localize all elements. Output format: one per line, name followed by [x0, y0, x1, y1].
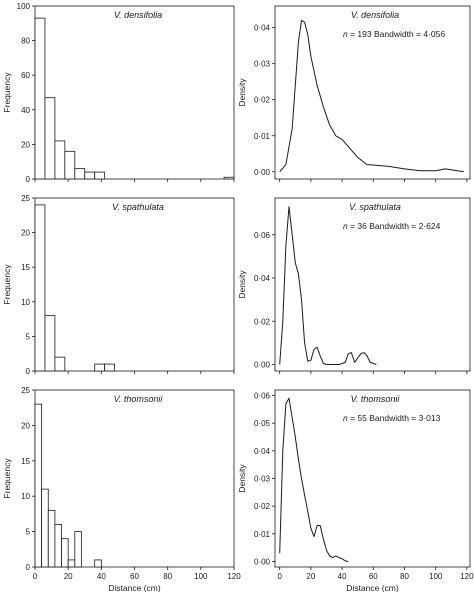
y-tick-label: 0·00: [254, 557, 271, 566]
y-tick-label: 0·02: [254, 96, 271, 105]
panel-title: V. spathulata: [112, 202, 164, 212]
histogram-bar: [54, 524, 62, 568]
histogram-bar: [54, 356, 66, 372]
y-tick-label: 0·00: [254, 168, 271, 177]
y-tick-label: 0·01: [254, 530, 271, 539]
histogram-bar: [34, 17, 46, 180]
panel-3: 0 5 10 15 20 25 Frequency V. spathulata: [2, 194, 235, 376]
y-tick-label: 0: [26, 367, 31, 376]
plot-frame: [34, 197, 235, 372]
y-axis-label: Density: [237, 270, 247, 299]
histogram-bar: [44, 97, 56, 180]
panel-title: V. spathulata: [349, 202, 401, 212]
x-tick-label: 0: [33, 572, 38, 581]
y-tick-label: 40: [21, 106, 30, 115]
histogram-bar: [61, 538, 69, 568]
histogram-bar: [34, 204, 46, 372]
histogram-bar: [64, 150, 76, 180]
panel-title: V. densifolia: [351, 10, 399, 20]
x-axis-label: Distance (cm): [346, 583, 399, 592]
density-curve: [279, 19, 464, 173]
y-tick-label: 0·06: [254, 231, 271, 240]
y-axis-label: Frequency: [2, 458, 12, 499]
y-axis-label: Frequency: [2, 72, 12, 113]
density-curve: [279, 397, 349, 562]
density-curve: [279, 206, 377, 365]
histogram-bar: [41, 488, 49, 568]
x-tick-label: 100: [429, 572, 443, 581]
sample-annotation: n = 36 Bandwidth = 2·624: [343, 221, 441, 231]
y-axis-label: Frequency: [2, 264, 12, 305]
panel-4: 0·00 0·02 0·04 0·06 Density V. spathulata n = …: [237, 197, 471, 374]
x-tick-label: 0: [277, 572, 282, 581]
y-tick-label: 20: [21, 229, 30, 238]
x-tick-label: 40: [338, 572, 347, 581]
y-tick-label: 0·05: [254, 419, 271, 428]
histogram-bar: [74, 531, 82, 568]
y-tick-label: 10: [21, 492, 30, 501]
x-tick-label: 120: [460, 572, 474, 581]
y-tick-label: 0·02: [254, 317, 271, 326]
x-tick-label: 60: [369, 572, 378, 581]
panel-1: 0 20 40 60 80 100 Frequency V. densifolia: [2, 2, 235, 184]
histogram-bar: [104, 363, 116, 372]
histogram-bar: [47, 509, 56, 568]
y-tick-label: 0·04: [254, 274, 271, 283]
y-tick-label: 20: [21, 421, 30, 430]
y-tick-label: 5: [26, 332, 31, 341]
y-tick-label: 60: [21, 71, 30, 80]
histogram-bar: [34, 403, 43, 568]
y-tick-label: 0: [26, 563, 31, 572]
y-tick-label: 0·00: [254, 361, 271, 370]
x-tick-label: 20: [64, 572, 73, 581]
histogram-bar: [54, 140, 66, 180]
y-tick-label: 0·03: [254, 475, 271, 484]
panel-6: 0 20 40 60 80 100 120 0·00 0·01 0·02 0·03 0·04 0·05 0…: [237, 389, 474, 592]
x-tick-label: 60: [130, 572, 139, 581]
histogram-bar: [94, 559, 102, 568]
plot-frame: [274, 5, 471, 180]
histogram-bar: [223, 176, 235, 180]
x-tick-label: 100: [194, 572, 208, 581]
y-tick-label: 25: [21, 386, 30, 395]
y-tick-label: 0·06: [254, 392, 271, 401]
y-tick-label: 100: [17, 2, 31, 11]
y-axis-label: Density: [237, 464, 247, 493]
y-tick-label: 0: [26, 175, 31, 184]
x-tick-label: 40: [97, 572, 106, 581]
histogram-bar: [94, 171, 106, 180]
y-tick-label: 0·04: [254, 447, 271, 456]
y-axis-label: Density: [237, 78, 247, 107]
y-tick-label: 15: [21, 263, 30, 272]
y-tick-label: 0·01: [254, 132, 271, 141]
x-tick-label: 80: [163, 572, 172, 581]
sample-annotation: n = 193 Bandwidth = 4·056: [343, 29, 445, 39]
y-tick-label: 20: [21, 140, 30, 149]
x-axis-label: Distance (cm): [108, 583, 161, 592]
histogram-bar: [94, 363, 106, 372]
y-tick-label: 10: [21, 298, 30, 307]
y-tick-label: 0·02: [254, 502, 271, 511]
x-tick-label: 120: [227, 572, 241, 581]
panel-5: 0 20 40 60 80 100 120 0 5 10 15 20 25 Frequency Distan…: [2, 386, 241, 592]
panel-title: V. thomsonii: [114, 394, 164, 404]
y-tick-label: 0·03: [254, 60, 271, 69]
panel-2: 0·00 0·01 0·02 0·03 0·04 Density V. densifolia…: [237, 5, 471, 182]
plot-frame: [274, 197, 471, 372]
y-tick-label: 15: [21, 457, 30, 466]
x-tick-label: 20: [306, 572, 315, 581]
sample-annotation: n = 55 Bandwidth = 3·013: [343, 413, 441, 423]
y-tick-label: 0·04: [254, 24, 271, 33]
histogram-bar: [67, 559, 76, 568]
histogram-bar: [84, 171, 96, 180]
histogram-bar: [44, 315, 56, 372]
x-tick-label: 80: [400, 572, 409, 581]
panel-title: V. thomsonii: [351, 394, 401, 404]
y-tick-label: 5: [26, 528, 31, 537]
y-tick-label: 80: [21, 37, 30, 46]
panel-title: V. densifolia: [114, 10, 162, 20]
y-tick-label: 25: [21, 194, 30, 203]
histogram-bar: [74, 168, 86, 180]
